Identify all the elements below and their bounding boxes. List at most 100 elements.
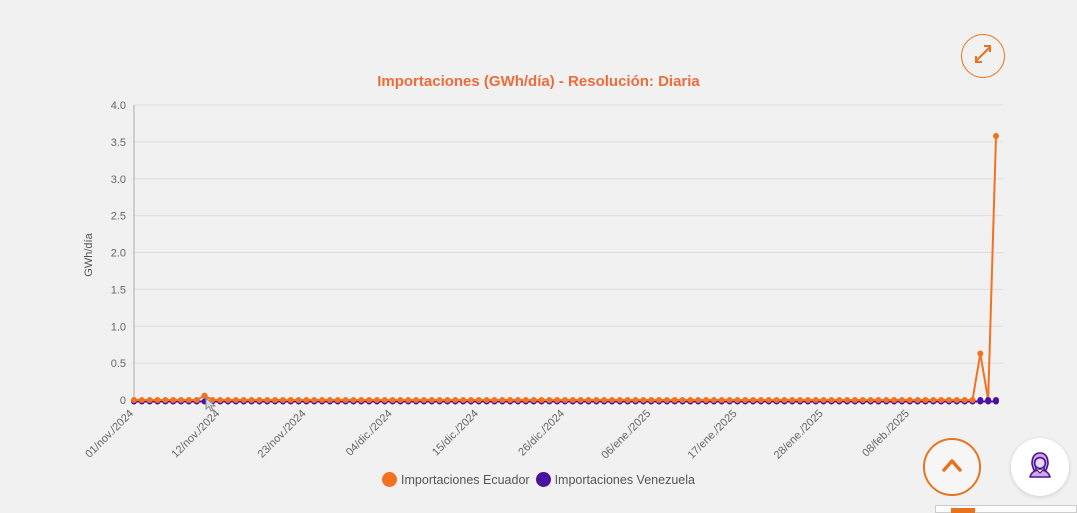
data-point[interactable] [279,397,286,403]
data-point[interactable] [225,397,232,403]
data-point[interactable] [428,397,435,403]
data-point[interactable] [609,397,616,403]
data-point[interactable] [797,397,804,403]
data-point[interactable] [491,397,498,403]
data-point[interactable] [264,397,271,403]
data-point[interactable] [562,397,568,403]
data-point[interactable] [593,397,600,403]
data-point[interactable] [138,397,145,403]
data-point[interactable] [420,397,427,403]
data-point[interactable] [287,397,294,403]
data-point[interactable] [859,397,866,403]
data-point[interactable] [624,397,631,403]
data-point[interactable] [891,397,898,403]
data-point[interactable] [922,397,929,403]
data-point[interactable] [969,397,976,403]
data-point[interactable] [812,397,819,403]
data-point[interactable] [632,397,639,403]
data-point[interactable] [295,397,302,403]
data-point[interactable] [648,397,655,403]
data-point[interactable] [334,397,341,403]
data-point[interactable] [209,397,216,403]
data-point[interactable] [938,397,945,403]
data-point[interactable] [248,397,255,403]
data-point[interactable] [467,397,474,403]
data-point[interactable] [256,397,263,403]
data-point[interactable] [679,397,686,403]
data-point[interactable] [185,397,192,403]
data-point[interactable] [695,397,702,403]
data-point[interactable] [640,397,647,403]
data-point[interactable] [538,397,545,403]
data-point[interactable] [883,397,890,403]
data-point[interactable] [522,397,529,403]
data-point[interactable] [601,397,608,403]
data-point[interactable] [311,397,318,403]
data-point[interactable] [444,397,451,403]
data-point[interactable] [977,397,984,403]
data-point[interactable] [452,397,459,403]
data-point[interactable] [381,397,388,403]
data-point[interactable] [930,397,937,403]
data-point[interactable] [820,397,827,403]
data-point[interactable] [569,397,576,403]
data-point[interactable] [836,397,843,403]
data-point[interactable] [530,397,537,403]
data-point[interactable] [977,350,984,357]
data-point[interactable] [514,397,521,403]
assistant-button[interactable] [1011,438,1069,496]
data-point[interactable] [232,397,239,403]
data-point[interactable] [804,397,811,403]
data-point[interactable] [703,397,710,403]
data-point[interactable] [585,397,592,403]
data-point[interactable] [828,397,835,403]
data-point[interactable] [201,392,208,399]
data-point[interactable] [193,397,200,403]
data-point[interactable] [272,397,279,403]
data-point[interactable] [993,132,999,139]
data-point[interactable] [475,397,482,403]
data-point[interactable] [663,397,670,403]
data-point[interactable] [789,397,796,403]
data-point[interactable] [546,397,553,403]
data-point[interactable] [734,397,741,403]
data-point[interactable] [914,397,921,403]
data-point[interactable] [436,397,443,403]
data-point[interactable] [507,397,514,403]
data-point[interactable] [953,397,960,403]
data-point[interactable] [898,397,905,403]
data-point[interactable] [405,397,412,403]
data-point[interactable] [781,397,788,403]
data-point[interactable] [851,397,858,403]
data-point[interactable] [170,397,177,403]
data-point[interactable] [499,397,506,403]
data-point[interactable] [342,397,349,403]
legend-item-venezuela[interactable]: Importaciones Venezuela [535,472,695,487]
data-point[interactable] [577,397,584,403]
data-point[interactable] [671,397,678,403]
data-point[interactable] [554,397,561,403]
data-point[interactable] [483,397,490,403]
data-point[interactable] [742,397,749,403]
data-point[interactable] [154,397,161,403]
data-point[interactable] [162,397,169,403]
data-point[interactable] [413,397,420,403]
data-point[interactable] [616,397,623,403]
scroll-to-top-button[interactable] [923,438,981,496]
data-point[interactable] [773,397,780,403]
data-point[interactable] [687,397,694,403]
data-point[interactable] [319,397,326,403]
data-point[interactable] [961,397,968,403]
data-point[interactable] [358,397,365,403]
data-point[interactable] [993,397,999,403]
data-point[interactable] [178,397,185,403]
data-point[interactable] [326,397,333,403]
data-point[interactable] [656,397,663,403]
data-point[interactable] [985,397,992,403]
data-point[interactable] [718,397,725,403]
data-point[interactable] [906,397,913,403]
data-point[interactable] [131,397,137,403]
data-point[interactable] [350,397,357,403]
data-point[interactable] [373,397,380,403]
